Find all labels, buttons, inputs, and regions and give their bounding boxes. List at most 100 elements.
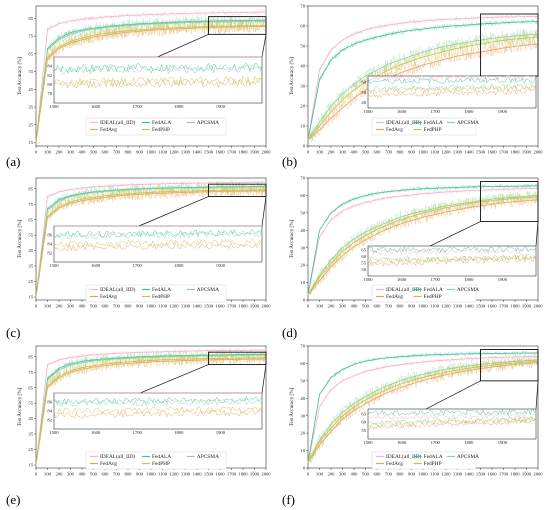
data-point <box>139 184 140 185</box>
x-tick-label: 100 <box>316 304 324 309</box>
data-point <box>162 192 163 194</box>
data-point <box>388 384 389 386</box>
data-point <box>319 79 320 81</box>
data-point <box>445 19 447 20</box>
data-point <box>127 194 129 196</box>
data-point <box>457 48 458 49</box>
data-point <box>434 371 435 372</box>
data-point <box>411 380 412 381</box>
inset-series-FedPHP <box>367 254 537 265</box>
data-point <box>196 182 198 184</box>
data-point <box>162 355 163 357</box>
data-point <box>422 20 424 22</box>
data-point <box>58 39 60 41</box>
data-point <box>514 198 516 199</box>
y-tick-label: 75 <box>28 34 33 39</box>
inset-series-IDEAL(all_IID) <box>367 412 537 420</box>
data-point <box>365 195 366 196</box>
data-point <box>162 183 163 185</box>
inset-y-tick-label: 86 <box>47 232 52 237</box>
data-point <box>81 39 83 41</box>
panel-label-d: (d) <box>282 325 297 340</box>
data-point <box>58 375 60 377</box>
data-point <box>434 27 435 28</box>
x-tick-label: 800 <box>397 150 405 155</box>
data-point <box>422 56 424 58</box>
x-tick-label: 400 <box>351 304 359 309</box>
data-point <box>196 358 198 360</box>
x-tick-label: 1000 <box>146 472 156 477</box>
data-point <box>399 216 401 218</box>
data-point <box>491 189 493 191</box>
data-point <box>399 380 401 382</box>
inset-x-tick-label: 1800 <box>464 277 474 282</box>
data-point <box>399 23 401 24</box>
data-point <box>173 192 175 194</box>
y-tick-label: 10 <box>300 124 305 129</box>
data-point <box>139 192 140 194</box>
legend: IDEAL(all_IID) FedALA APCSMA FedAvg FedPHP <box>85 117 227 136</box>
data-point <box>330 111 332 113</box>
data-point <box>47 28 48 30</box>
data-point <box>104 191 106 192</box>
data-point <box>319 229 320 231</box>
data-point <box>47 210 48 211</box>
data-point <box>173 22 175 24</box>
data-point <box>457 18 458 20</box>
inset-series-FedAvg <box>367 418 537 431</box>
y-tick-label: 40 <box>300 64 305 69</box>
data-point <box>185 190 186 192</box>
data-point <box>365 89 366 91</box>
y-tick-label: 15 <box>28 140 33 145</box>
x-tick-label: 1600 <box>487 472 497 477</box>
y-tick-label: 65 <box>28 385 33 390</box>
x-tick-label: 400 <box>79 150 87 155</box>
series-noise-FedPHP <box>35 184 267 297</box>
data-point <box>231 182 232 183</box>
data-point <box>445 369 447 370</box>
inset-x-tick-label: 1500 <box>49 104 59 109</box>
data-point <box>81 193 83 194</box>
x-tick-label: 0 <box>35 472 38 477</box>
inset-x-tick-label: 1900 <box>216 263 226 268</box>
data-point <box>254 189 255 191</box>
data-point <box>514 38 516 40</box>
x-tick-label: 1400 <box>192 150 202 155</box>
data-point <box>503 188 504 190</box>
y-tick-label: 55 <box>28 233 33 238</box>
data-point <box>93 196 94 198</box>
legend-label: APCSMA <box>197 454 219 460</box>
x-tick-label: 900 <box>136 150 144 155</box>
y-tick-label: 20 <box>300 263 305 268</box>
data-point <box>150 193 152 195</box>
data-point <box>104 27 106 28</box>
x-tick-label: 800 <box>125 150 133 155</box>
data-point <box>127 358 129 359</box>
inset-series-FedALA <box>367 246 537 254</box>
data-point <box>330 49 332 51</box>
data-point <box>319 406 320 408</box>
x-tick-label: 1900 <box>250 472 260 477</box>
panel-label-c: (c) <box>6 325 20 340</box>
chart-panel-3: 15 25 35 45 55 65 75 85 0 100 200 300 400 500 600 700 80… <box>17 177 271 309</box>
data-point <box>468 367 470 369</box>
data-point <box>399 64 401 66</box>
data-point <box>254 181 255 183</box>
series-noise-FedALA <box>307 183 539 295</box>
data-point <box>150 188 152 190</box>
x-tick-label: 2000 <box>261 472 271 477</box>
data-point <box>353 205 355 207</box>
data-point <box>173 359 175 360</box>
y-axis-label: Test Accuracy [%] <box>17 387 23 426</box>
data-point <box>70 42 71 44</box>
data-point <box>457 203 458 205</box>
data-point <box>162 23 163 24</box>
data-point <box>150 22 152 24</box>
data-point <box>265 181 267 183</box>
y-tick-label: 50 <box>300 378 305 383</box>
series-noise-APCSMA <box>35 180 267 297</box>
x-tick-label: 200 <box>56 472 64 477</box>
inset-y-tick-label: 60 <box>361 420 366 425</box>
panel-label-b: (b) <box>282 154 297 169</box>
data-point <box>319 125 320 127</box>
